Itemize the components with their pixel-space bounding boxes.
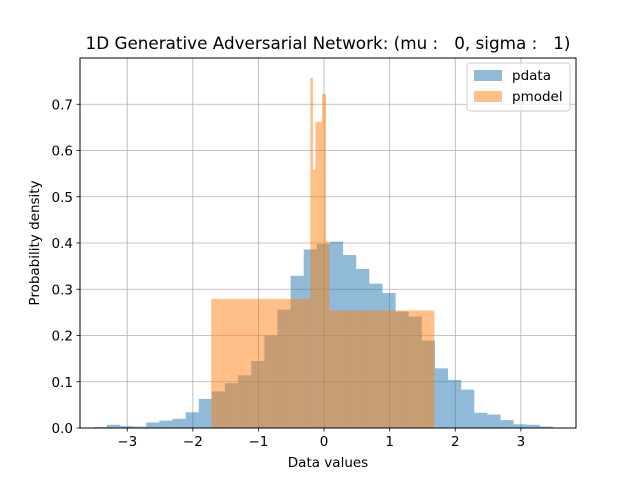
pmodel-bar — [326, 241, 330, 428]
y-tick-label: 0.4 — [52, 236, 73, 252]
pmodel-bar — [310, 77, 312, 428]
pdata-bar — [133, 426, 147, 428]
pmodel-bar — [261, 298, 272, 428]
pdata-bar — [185, 412, 199, 428]
pmodel-bar — [314, 169, 316, 428]
pmodel-bar — [409, 310, 430, 428]
y-axis-label: Probability density — [27, 180, 43, 305]
x-tick-label: 0 — [320, 434, 329, 450]
pmodel-bar — [312, 169, 315, 428]
pdata-bar — [146, 422, 160, 428]
legend: pdata pmodel — [466, 62, 571, 112]
pmodel-bar — [311, 77, 313, 428]
pmodel-bar — [318, 121, 323, 428]
pdata-bar — [198, 398, 212, 428]
legend-label-pmodel: pmodel — [512, 89, 563, 105]
y-tick-label: 0.5 — [52, 190, 73, 206]
pmodel-bar — [245, 298, 252, 428]
pmodel-bar — [211, 298, 228, 428]
pmodel-bar — [251, 298, 262, 428]
pdata-bar — [120, 426, 134, 428]
pmodel-bar — [238, 298, 246, 428]
series-pmodel — [211, 77, 435, 428]
x-tick-label: 1 — [385, 434, 394, 450]
legend-swatch-pdata — [474, 70, 502, 81]
x-tick-label: −2 — [183, 434, 203, 450]
pdata-bar — [474, 412, 488, 428]
pmodel-bar — [227, 298, 239, 428]
legend-swatch-pmodel — [474, 91, 502, 102]
pmodel-bar — [271, 298, 285, 428]
pmodel-bar — [322, 94, 327, 428]
pdata-bar — [513, 424, 527, 428]
pmodel-bar — [335, 310, 349, 428]
pmodel-bar — [315, 121, 319, 428]
pmodel-bar — [429, 310, 435, 428]
x-tick-label: −1 — [249, 434, 269, 450]
pdata-bar — [434, 368, 449, 428]
pdata-bar — [539, 426, 554, 428]
pdata-bar — [172, 418, 186, 428]
pmodel-bar — [301, 298, 311, 428]
y-tick-label: 0.1 — [52, 375, 73, 391]
histogram-bars — [93, 77, 554, 428]
pmodel-bar — [388, 310, 397, 428]
y-tick-label: 0.7 — [52, 97, 73, 113]
pmodel-bar — [396, 310, 410, 428]
chart-title: 1D Generative Adversarial Network: (mu :… — [86, 33, 571, 53]
pmodel-bar — [284, 298, 302, 428]
pdata-bar — [526, 424, 540, 428]
legend-label-pdata: pdata — [512, 68, 551, 84]
pdata-bar — [500, 420, 514, 428]
pmodel-bar — [329, 310, 336, 428]
y-tick-label: 0.0 — [52, 421, 73, 437]
pdata-bar — [487, 414, 501, 428]
pmodel-bar — [348, 310, 363, 428]
x-tick-label: 2 — [451, 434, 460, 450]
x-tick-label: 3 — [517, 434, 526, 450]
pdata-bar — [461, 389, 475, 428]
pdata-bar — [448, 379, 462, 428]
y-tick-label: 0.2 — [52, 329, 73, 345]
pmodel-bar — [362, 310, 376, 428]
y-tick-label: 0.6 — [52, 144, 73, 160]
x-tick-label: −3 — [117, 434, 137, 450]
x-axis-label: Data values — [288, 455, 368, 471]
pdata-bar — [159, 420, 173, 428]
pdata-bar — [106, 424, 121, 428]
y-tick-label: 0.3 — [52, 282, 73, 298]
pmodel-bar — [375, 310, 389, 428]
axis-ticks: −3 −2 −1 0 1 2 3 0.0 0.1 0.2 0.3 0.4 0.5 0.6 0.7 — [52, 97, 526, 450]
